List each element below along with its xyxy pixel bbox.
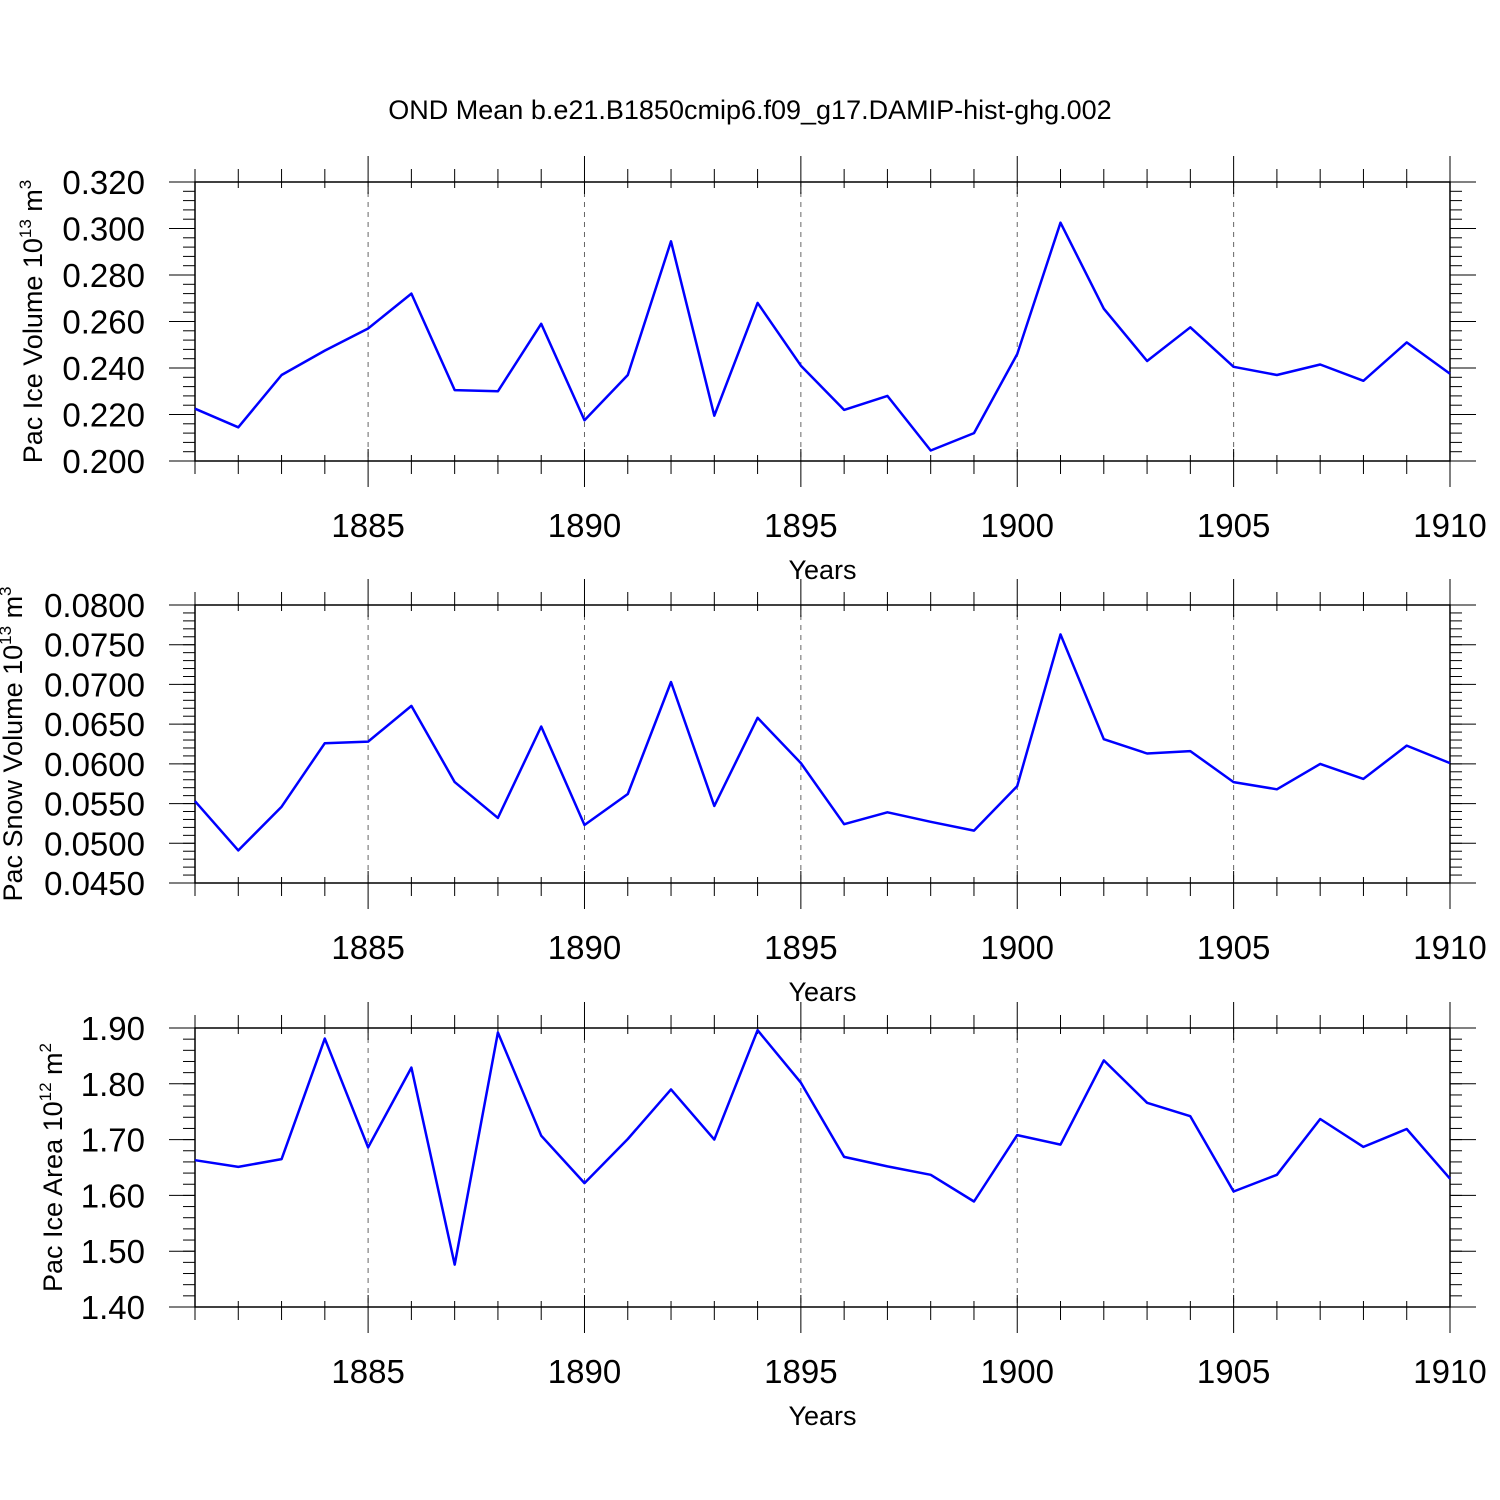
y-axis-title-part: m <box>18 189 48 219</box>
series-line-pac-ice-area <box>194 1028 1451 1266</box>
x-tick-label: 1900 <box>981 507 1054 544</box>
y-tick-label: 1.90 <box>81 1010 145 1047</box>
y-tick-label: 0.240 <box>62 350 145 387</box>
y-axis-title-superscript: 13 <box>0 626 15 645</box>
plot-frame <box>194 604 1451 884</box>
series-line-pac-ice-volume <box>194 221 1451 452</box>
y-axis-title-part: Pac Ice Area 10 <box>38 1101 68 1292</box>
y-tick-label: 0.0700 <box>44 666 145 703</box>
y-axis-title: Pac Ice Area 1012 m2 <box>36 1043 68 1292</box>
panel-3: 1.40 1.50 1.60 1.70 1.80 1.90 1885 1890 1895 1900… <box>36 1002 1487 1431</box>
plot-frame <box>194 1027 1451 1308</box>
x-tick-label: 1895 <box>764 507 837 544</box>
x-tick-label: 1885 <box>331 507 404 544</box>
y-tick-label: 0.0550 <box>44 786 145 823</box>
y-tick-label: 1.70 <box>81 1122 145 1159</box>
plot-frame <box>194 181 1451 462</box>
figure-title: OND Mean b.e21.B1850cmip6.f09_g17.DAMIP-… <box>388 95 1111 125</box>
y-tick-label: 0.260 <box>62 304 145 341</box>
x-axis-title: Years <box>788 977 856 1007</box>
y-tick-label: 0.0650 <box>44 706 145 743</box>
y-tick-label: 0.200 <box>62 443 145 480</box>
x-tick-label: 1890 <box>548 929 621 966</box>
panel-2: 0.04500.05000.05500.06000.06500.07000.07… <box>0 579 1487 1007</box>
y-tick-label: 0.0500 <box>44 825 145 862</box>
panel-1: 0.200 0.220 0.240 0.260 0.280 0.300 0.320 1885 1… <box>16 156 1487 585</box>
y-tick-label: 0.320 <box>62 164 145 201</box>
x-tick-label: 1895 <box>764 929 837 966</box>
y-axis-title-superscript: 12 <box>36 1082 55 1101</box>
y-tick-label: 0.0800 <box>44 587 145 624</box>
x-tick-label: 1905 <box>1197 507 1270 544</box>
y-tick-label: 1.40 <box>81 1289 145 1326</box>
y-tick-label: 1.80 <box>81 1066 145 1103</box>
x-tick-label: 1890 <box>548 507 621 544</box>
y-tick-label: 0.300 <box>62 211 145 248</box>
x-tick-label: 1885 <box>331 1353 404 1390</box>
y-axis-title-superscript: 13 <box>16 219 35 238</box>
x-tick-label: 1910 <box>1413 1353 1486 1390</box>
y-axis-title-part: Pac Ice Volume 10 <box>18 238 48 463</box>
x-axis-title: Years <box>788 555 856 585</box>
x-tick-label: 1905 <box>1197 929 1270 966</box>
x-tick-label: 1905 <box>1197 1353 1270 1390</box>
y-tick-label: 0.220 <box>62 397 145 434</box>
x-tick-label: 1895 <box>764 1353 837 1390</box>
y-tick-label: 0.0750 <box>44 627 145 664</box>
y-axis-title-superscript: 3 <box>16 180 35 189</box>
x-tick-label: 1890 <box>548 1353 621 1390</box>
y-axis-title-superscript: 2 <box>36 1043 55 1052</box>
x-tick-label: 1910 <box>1413 929 1486 966</box>
y-tick-label: 1.50 <box>81 1233 145 1270</box>
y-axis-title: Pac Snow Volume 1013 m3 <box>0 586 28 901</box>
y-tick-label: 0.0450 <box>44 865 145 902</box>
x-tick-label: 1900 <box>981 929 1054 966</box>
y-axis-title: Pac Ice Volume 1013 m3 <box>16 180 48 464</box>
y-axis-title-part: Pac Snow Volume 10 <box>0 645 28 902</box>
y-axis-title-part: m <box>0 596 28 626</box>
y-tick-label: 0.280 <box>62 257 145 294</box>
y-axis-title-part: m <box>38 1052 68 1082</box>
y-tick-label: 1.60 <box>81 1177 145 1214</box>
y-axis-title-superscript: 3 <box>0 586 15 595</box>
series-line-pac-snow-volume <box>194 633 1451 852</box>
x-axis-title: Years <box>788 1401 856 1431</box>
x-tick-label: 1900 <box>981 1353 1054 1390</box>
x-tick-label: 1885 <box>331 929 404 966</box>
y-tick-label: 0.0600 <box>44 746 145 783</box>
x-tick-label: 1910 <box>1413 507 1486 544</box>
